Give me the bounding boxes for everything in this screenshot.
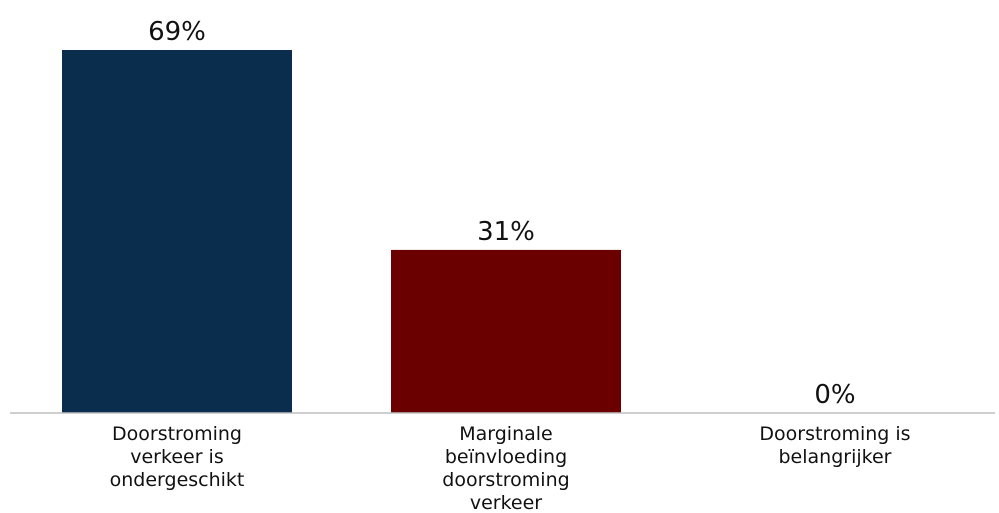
bars-layer [62,50,621,413]
category-label-1-line-3: ondergeschikt [110,469,245,491]
category-label-2-line-4: verkeer [470,492,542,513]
value-labels-layer: 69% 31% 0% [148,17,856,410]
category-label-1-line-2: verkeer is [130,446,223,468]
category-label-2-line-1: Marginale [459,423,553,445]
bar-2 [391,249,621,413]
category-label-1-line-1: Doorstroming [112,423,242,445]
bar-1 [62,50,292,413]
category-label-2-line-2: beïnvloeding [445,446,567,468]
value-label-3: 0% [814,380,855,410]
category-label-3-line-2: belangrijker [779,446,892,468]
value-label-1: 69% [148,17,206,47]
category-label-2-line-3: doorstroming [442,469,569,491]
value-label-2: 31% [477,217,535,247]
category-label-3-line-1: Doorstroming is [759,423,910,445]
